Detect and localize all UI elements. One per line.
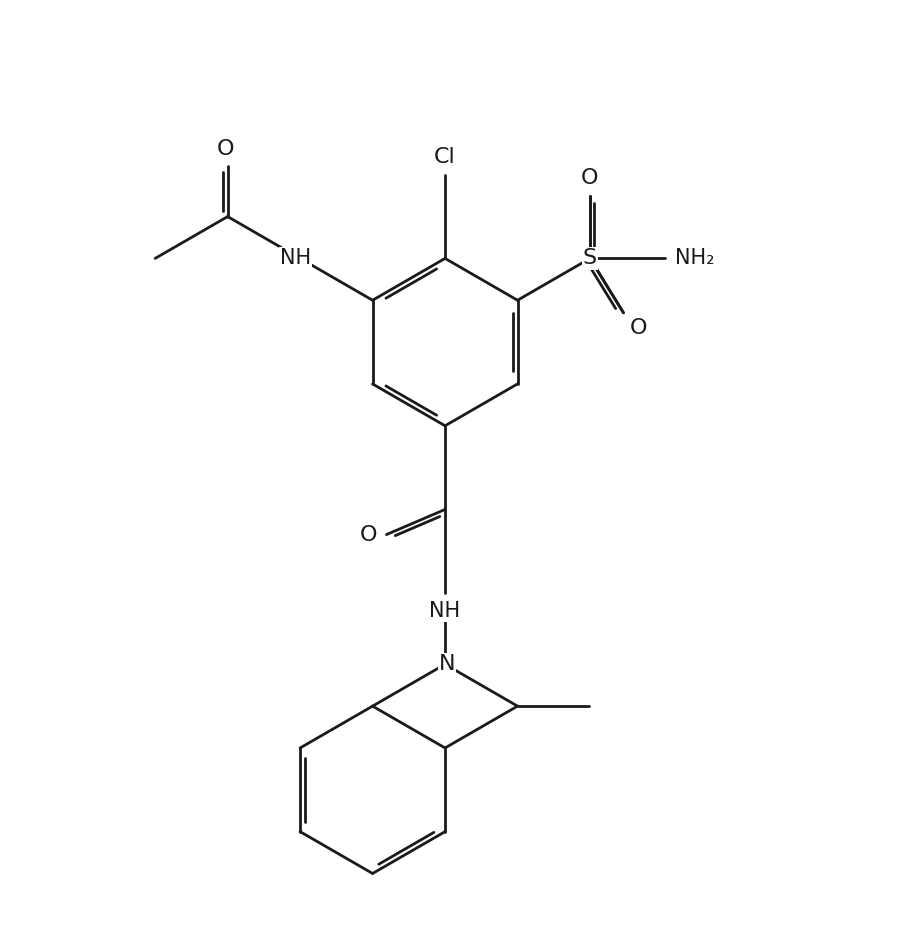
Text: O: O	[630, 317, 647, 337]
Text: S: S	[583, 248, 597, 269]
Text: Cl: Cl	[434, 147, 456, 167]
Text: O: O	[217, 139, 234, 159]
Text: NH₂: NH₂	[675, 248, 715, 269]
Text: N: N	[439, 655, 456, 674]
Text: O: O	[360, 524, 378, 544]
Text: O: O	[581, 168, 599, 188]
Text: NH: NH	[280, 248, 310, 269]
Text: NH: NH	[430, 600, 461, 621]
